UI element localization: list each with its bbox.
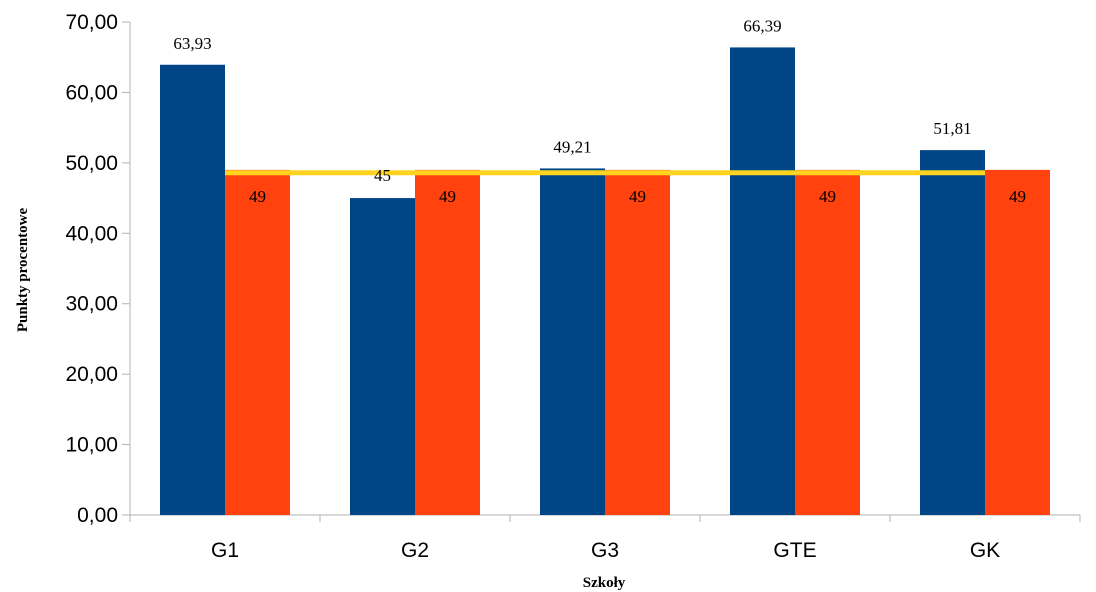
data-label: 49: [1009, 187, 1026, 206]
y-tick-label: 0,00: [77, 504, 118, 527]
y-axis: 0,00 10,00 20,00 30,00 40,00 50,00 60,00 70,00: [65, 11, 131, 527]
y-tick-label: 50,00: [65, 152, 118, 175]
bars: [160, 47, 1050, 516]
data-label: 49: [439, 187, 456, 206]
y-tick-label: 40,00: [65, 222, 118, 245]
data-labels: 63,93 49 45 49 49,21 49 66,39 49 51,81 49: [173, 16, 1026, 205]
bar-series-1: [540, 168, 605, 515]
y-axis-title: Punkty procentowe: [15, 208, 31, 333]
bar-series-2: [225, 169, 290, 515]
x-tick-label: G2: [401, 539, 429, 562]
y-tick-label: 60,00: [65, 81, 118, 104]
data-label: 49: [249, 187, 266, 206]
x-axis-title: Szkoły: [583, 575, 626, 591]
bar-series-1: [920, 150, 985, 516]
bar-series-2: [795, 169, 860, 515]
bar-series-2: [985, 169, 1050, 515]
data-label: 49,21: [553, 137, 591, 156]
y-tick-label: 20,00: [65, 363, 118, 386]
y-tick-label: 30,00: [65, 293, 118, 316]
x-axis: G1 G2 G3 GTE GK: [129, 514, 1081, 562]
data-label: 63,93: [173, 34, 211, 53]
data-label: 45: [374, 166, 391, 185]
data-label: 51,81: [933, 119, 971, 138]
data-label: 66,39: [743, 16, 781, 35]
x-tick-label: G1: [211, 539, 239, 562]
x-tick-label: GK: [970, 539, 1000, 562]
bar-series-1: [350, 198, 415, 516]
bar-series-2: [415, 169, 480, 515]
bar-series-1: [730, 47, 795, 515]
data-label: 49: [819, 187, 836, 206]
x-tick-label: GTE: [773, 539, 816, 562]
bar-series-1: [160, 64, 225, 515]
x-tick-label: G3: [591, 539, 619, 562]
data-label: 49: [629, 187, 646, 206]
y-tick-label: 70,00: [65, 11, 118, 34]
bar-series-2: [605, 169, 670, 515]
y-tick-label: 10,00: [65, 434, 118, 457]
